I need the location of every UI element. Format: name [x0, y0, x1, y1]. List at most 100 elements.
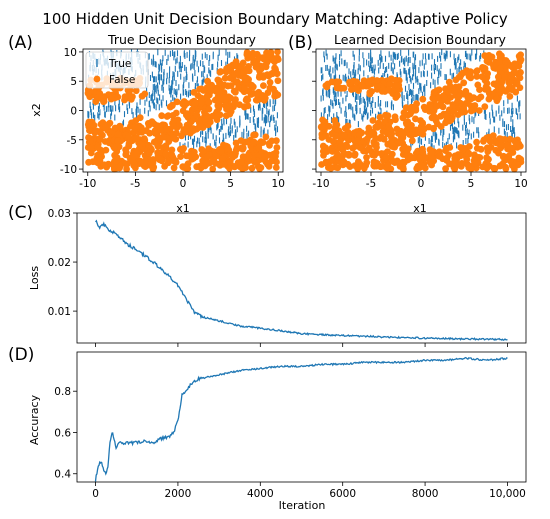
false-point [517, 69, 524, 76]
false-point [481, 52, 489, 60]
false-point [239, 144, 247, 152]
false-point [473, 138, 480, 146]
false-point [515, 154, 523, 162]
false-point [177, 153, 185, 161]
false-point [399, 130, 407, 138]
false-point [371, 151, 378, 159]
false-point [145, 122, 153, 129]
false-point [462, 87, 470, 95]
false-point [506, 93, 514, 100]
false-point [372, 134, 379, 142]
false-point [402, 145, 409, 153]
curve-line [94, 219, 508, 341]
false-point [378, 150, 385, 157]
y-tick-label: 0.01 [48, 306, 71, 318]
false-point [363, 135, 371, 143]
false-point [471, 102, 479, 109]
false-point [473, 73, 481, 80]
y-tick-label: 0.8 [54, 386, 71, 398]
false-point [358, 129, 366, 137]
false-point [273, 70, 281, 78]
x-tick-label: 0 [418, 178, 425, 190]
false-point [223, 65, 231, 73]
false-point [241, 75, 249, 83]
false-point [515, 52, 523, 60]
false-point [412, 115, 419, 123]
plot-layer: -10 -5 0 5 10 -10 -5 0 5 10 True False -10 -5 0 5 10 0.01… [48, 47, 528, 500]
false-point [455, 92, 463, 100]
false-point [260, 82, 267, 89]
false-point [215, 146, 223, 154]
false-point [381, 118, 388, 126]
false-point [391, 113, 399, 121]
false-point [433, 103, 440, 110]
false-point [170, 164, 178, 172]
false-point [486, 94, 494, 101]
panel-label-a: (A) [8, 33, 33, 53]
false-point [382, 154, 390, 161]
false-point [408, 131, 416, 139]
false-point [345, 151, 353, 159]
false-point [269, 150, 277, 158]
false-point [102, 146, 110, 154]
x-tick-label: 0 [180, 178, 187, 190]
false-point [131, 123, 139, 131]
false-point [136, 114, 144, 122]
false-point [124, 132, 132, 140]
false-point [351, 142, 359, 150]
false-point [364, 79, 372, 86]
false-point [209, 165, 217, 173]
false-point [100, 98, 108, 105]
false-point [486, 137, 494, 145]
x-tick-label: 5 [468, 178, 475, 190]
false-point [172, 109, 180, 117]
false-point [455, 73, 463, 81]
panel-b-xlabel: x1 [413, 202, 427, 215]
false-point [121, 93, 129, 100]
false-point [173, 129, 180, 137]
false-point [264, 71, 271, 78]
false-point [84, 89, 92, 97]
false-point [138, 92, 146, 100]
x-tick-label: -10 [79, 178, 96, 190]
false-point [251, 159, 259, 166]
false-point [480, 64, 488, 72]
false-point [243, 51, 251, 58]
panel-a-ylabel: x2 [30, 103, 43, 117]
panel-label-b: (B) [288, 33, 313, 53]
false-point [474, 81, 482, 89]
y-tick-label: 0.4 [54, 469, 71, 481]
false-point [196, 122, 204, 130]
false-point [442, 165, 449, 173]
line-panel-c: 0.01 0.02 0.03 [48, 208, 527, 347]
false-point [273, 144, 281, 151]
false-point [373, 82, 381, 90]
false-point [463, 156, 471, 163]
false-point [90, 122, 98, 129]
false-point [363, 159, 371, 167]
false-point [190, 89, 198, 96]
false-point [273, 158, 280, 166]
false-point [498, 78, 506, 86]
false-point [189, 125, 197, 132]
false-point [419, 119, 426, 127]
false-point [266, 79, 274, 86]
false-point [358, 81, 366, 89]
false-point [419, 95, 427, 103]
false-point [193, 112, 201, 119]
false-point [385, 81, 393, 88]
false-point [318, 161, 325, 168]
false-point [216, 88, 224, 96]
false-point [336, 139, 344, 147]
false-point [443, 112, 450, 120]
false-point [100, 161, 108, 169]
false-point [182, 128, 189, 136]
false-point [187, 151, 195, 159]
x-tick-label: -10 [312, 178, 329, 190]
false-point [226, 164, 233, 172]
legend-label-false: False [109, 74, 135, 86]
false-point [203, 160, 210, 168]
false-point [373, 77, 381, 84]
false-point [384, 130, 391, 138]
